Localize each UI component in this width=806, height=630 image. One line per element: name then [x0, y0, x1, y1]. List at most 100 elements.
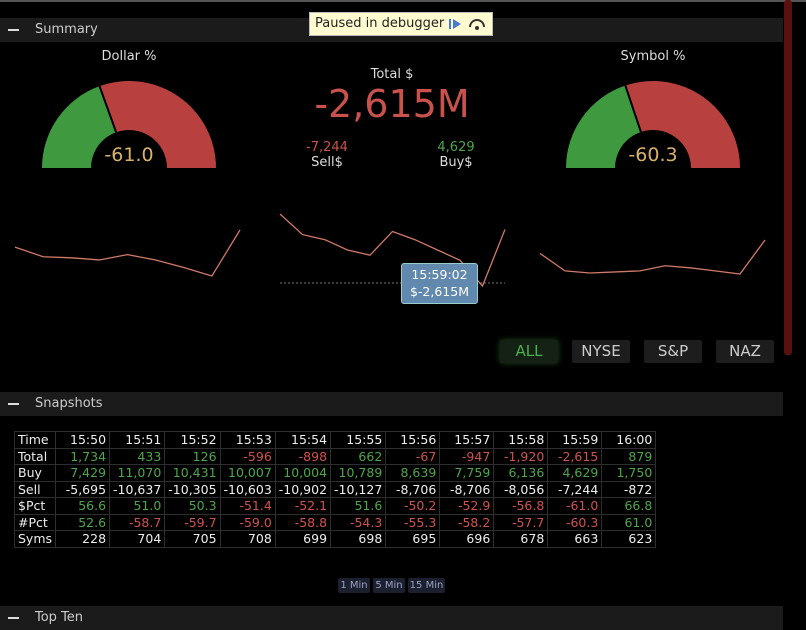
- table-cell: -58.7: [109, 513, 166, 531]
- table-row: Buy 7,429 11,070 10,431 10,007 10,004 10,789 8,…: [13, 464, 657, 482]
- table-cell: -10,637: [109, 480, 166, 498]
- interval-button[interactable]: 1 Min: [338, 578, 370, 593]
- table-cell: -59.0: [219, 513, 276, 531]
- table-cell: -50.2: [385, 497, 441, 515]
- table-cell: 1,734: [55, 447, 111, 465]
- header-cell: 15:53: [219, 431, 276, 449]
- table-cell: -10,902: [274, 480, 332, 498]
- table-cell: -8,056: [493, 480, 549, 498]
- table-cell: 10,007: [219, 464, 276, 482]
- table-row: Total 1,734 433 126 -596 -898 662 -67 -947 -1,920…: [13, 447, 657, 465]
- table-cell: -872: [601, 480, 657, 498]
- table-cell: -2,615: [547, 447, 603, 465]
- gauge-green: [566, 85, 641, 168]
- table-cell: 698: [330, 530, 387, 548]
- table-cell: 66.8: [601, 497, 657, 515]
- row-label: #Pct: [13, 513, 57, 531]
- table-cell: 56.6: [55, 497, 111, 515]
- table-cell: -56.8: [493, 497, 549, 515]
- table-cell: 8,639: [385, 464, 441, 482]
- header-cell: 16:00: [601, 431, 657, 449]
- header-cell: 15:52: [164, 431, 221, 449]
- header-cell: 15:58: [493, 431, 549, 449]
- table-cell: 7,759: [439, 464, 495, 482]
- table-cell: -5,695: [55, 480, 111, 498]
- table-cell: 51.6: [330, 497, 387, 515]
- table-row: #Pct 52.6 -58.7 -59.7 -59.0 -58.8 -54.3 -55.3 -5…: [13, 513, 657, 531]
- table-cell: 879: [601, 447, 657, 465]
- table-cell: 10,431: [164, 464, 221, 482]
- table-row: Syms 228 704 705 708 699 698 695 696 678 663 623: [13, 530, 657, 548]
- filter-button[interactable]: NYSE: [572, 340, 630, 363]
- collapse-icon: [8, 403, 19, 405]
- table-cell: 10,004: [274, 464, 332, 482]
- table-cell: -947: [439, 447, 495, 465]
- filter-button[interactable]: ALL: [500, 340, 558, 363]
- table-cell: -10,305: [164, 480, 221, 498]
- tooltip: 15:59:02 $-2,615M: [401, 263, 478, 304]
- debugger-controls[interactable]: [446, 16, 490, 32]
- filter-button[interactable]: S&P: [644, 340, 702, 363]
- interval-button[interactable]: 5 Min: [373, 578, 405, 593]
- table-cell: 696: [439, 530, 495, 548]
- table-cell: -1,920: [493, 447, 549, 465]
- top-ten-header[interactable]: Top Ten: [0, 606, 783, 630]
- table-cell: 663: [547, 530, 603, 548]
- trend-line: [14, 229, 241, 277]
- table-cell: -8,706: [439, 480, 495, 498]
- top-border: [0, 0, 806, 2]
- table-cell: -57.7: [493, 513, 549, 531]
- sell-value: -7,244: [306, 140, 348, 155]
- buy-value: 4,629: [437, 140, 475, 155]
- scrollbar[interactable]: [784, 0, 792, 355]
- gauge-label: Symbol %: [620, 49, 686, 64]
- gauge-value: -61.0: [104, 144, 154, 166]
- total-label: Total $: [370, 67, 414, 82]
- table-cell: 704: [109, 530, 166, 548]
- sell-label: Sell$: [311, 155, 343, 170]
- table-cell: -10,603: [219, 480, 276, 498]
- gauge-label: Dollar %: [101, 49, 157, 64]
- table-cell: -52.9: [439, 497, 495, 515]
- section-title: Snapshots: [35, 396, 103, 411]
- gauge-green: [42, 86, 117, 168]
- header-cell: Time: [13, 431, 57, 449]
- table-cell: -58.2: [439, 513, 495, 531]
- table-cell: -596: [219, 447, 276, 465]
- table-cell: -60.3: [547, 513, 603, 531]
- table-cell: 50.3: [164, 497, 221, 515]
- table-cell: -51.4: [219, 497, 276, 515]
- header-cell: 15:54: [274, 431, 332, 449]
- row-label: $Pct: [13, 497, 57, 515]
- gauge-value: -60.3: [628, 144, 678, 166]
- table-cell: 10,789: [330, 464, 387, 482]
- table-row: $Pct 56.6 51.0 50.3 -51.4 -52.1 51.6 -50.2 -52.9…: [13, 497, 657, 515]
- table-cell: 7,429: [55, 464, 111, 482]
- table-cell: 126: [164, 447, 221, 465]
- table-cell: 1,750: [601, 464, 657, 482]
- snapshot-table: Time 15:50 15:51 15:52 15:53 15:54 15:55 15:56 1…: [13, 431, 657, 548]
- table-cell: 662: [330, 447, 387, 465]
- table-cell: 623: [601, 530, 657, 548]
- table-cell: -54.3: [330, 513, 387, 531]
- table-cell: -55.3: [385, 513, 441, 531]
- row-label: Syms: [13, 530, 57, 548]
- snapshots-header[interactable]: Snapshots: [0, 392, 783, 416]
- table-cell: 433: [109, 447, 166, 465]
- table-cell: 6,136: [493, 464, 549, 482]
- table-row: Sell -5,695 -10,637 -10,305 -10,603 -10,902 -1…: [13, 480, 657, 498]
- buy-label: Buy$: [439, 155, 473, 170]
- filter-button[interactable]: NAZ: [716, 340, 774, 363]
- header-cell: 15:57: [439, 431, 495, 449]
- section-title: Summary: [35, 22, 98, 37]
- header-cell: 15:55: [330, 431, 387, 449]
- trend-line: [539, 239, 766, 275]
- gauge-needle: [98, 85, 118, 133]
- header-cell: 15:50: [55, 431, 111, 449]
- summary-graphics: [14, 81, 766, 288]
- gauge-red: [99, 81, 216, 168]
- row-label: Sell: [13, 480, 57, 498]
- interval-button[interactable]: 15 Min: [408, 578, 445, 593]
- row-label: Buy: [13, 464, 57, 482]
- header-cell: 15:56: [385, 431, 441, 449]
